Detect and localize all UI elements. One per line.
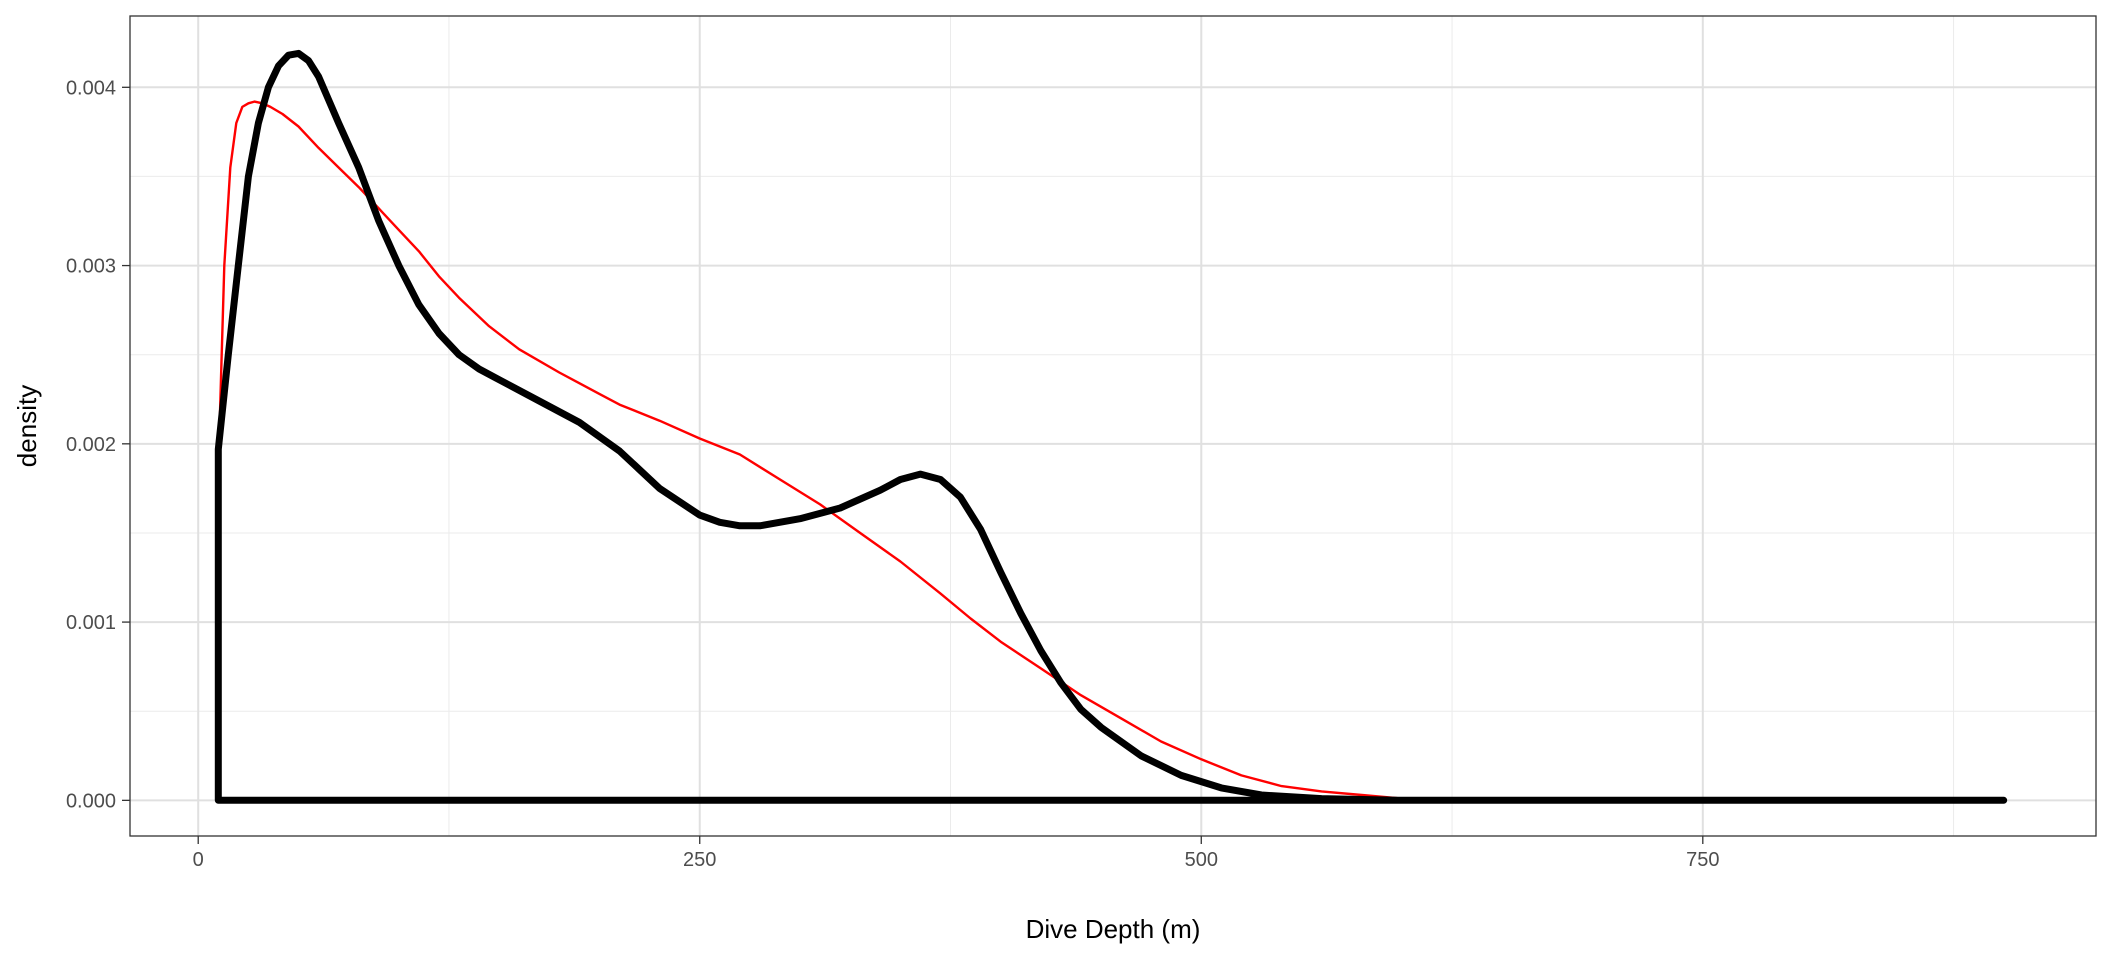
y-tick-label: 0.003 xyxy=(66,256,116,278)
y-tick-label: 0.004 xyxy=(66,77,116,99)
x-axis-ticks: 0 250 500 750 xyxy=(193,836,1719,871)
y-axis-title: density xyxy=(12,385,42,467)
series-layer xyxy=(214,49,2008,804)
x-tick-label: 500 xyxy=(1185,849,1218,871)
y-tick-label: 0.001 xyxy=(66,612,116,634)
density-line-1 xyxy=(217,100,1965,802)
density-line-2 xyxy=(214,49,2008,804)
x-axis-title: Dive Depth (m) xyxy=(1026,914,1201,944)
y-tick-label: 0.000 xyxy=(66,790,116,812)
major-grid xyxy=(130,16,2096,836)
y-tick-label: 0.002 xyxy=(66,434,116,456)
plot-border xyxy=(129,15,2097,837)
x-tick-label: 750 xyxy=(1686,849,1719,871)
x-tick-label: 250 xyxy=(683,849,716,871)
plot-background xyxy=(130,16,2096,836)
y-axis-ticks: 0.000 0.001 0.002 0.003 0.004 xyxy=(66,77,130,812)
x-tick-label: 0 xyxy=(193,849,204,871)
